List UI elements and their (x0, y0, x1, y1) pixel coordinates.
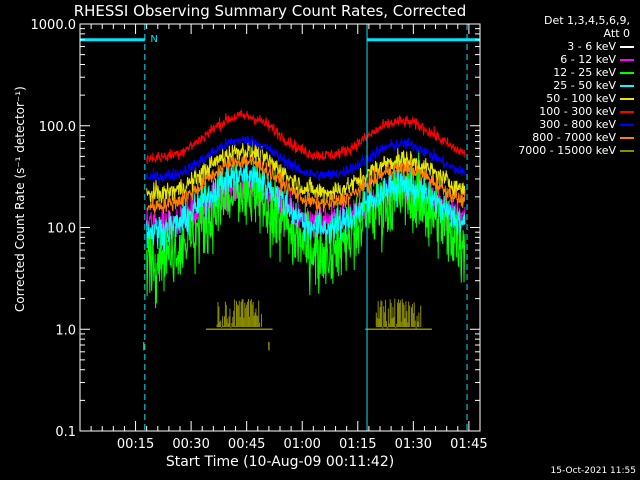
legend-entry: 800 - 7000 keV (488, 131, 638, 144)
legend-entry: 3 - 6 keV (488, 40, 638, 53)
legend-header-detectors: Det 1,3,4,5,6,9, (543, 14, 630, 27)
legend-swatch (620, 45, 634, 48)
series-7000-15000-kev (142, 298, 432, 351)
legend-swatch (620, 71, 634, 74)
legend-entry-label: 50 - 100 keV (546, 92, 616, 105)
series-25-50-kev (146, 161, 466, 252)
legend-entry-label: 3 - 6 keV (567, 40, 616, 53)
legend-entry-label: 100 - 300 keV (539, 105, 616, 118)
series-100-300-kev (146, 109, 466, 165)
legend: Det 1,3,4,5,6,9, Att 0 3 - 6 keV 6 - 12 k… (488, 14, 638, 157)
legend-entry: 7000 - 15000 keV (488, 144, 638, 157)
legend-header-attenuator: Att 0 (603, 27, 630, 40)
legend-swatch (620, 110, 634, 113)
series-800-7000-kev (146, 155, 466, 215)
y-tick-label: 100.0 (39, 120, 76, 135)
legend-entry-label: 25 - 50 keV (553, 79, 616, 92)
x-tick-label: 01:15 (339, 437, 376, 452)
x-axis-label: Start Time (10-Aug-09 00:11:42) (165, 454, 395, 470)
y-tick-label: 1.0 (55, 323, 76, 338)
legend-swatch (620, 123, 634, 126)
y-axis-label: Corrected Count Rate (s⁻¹ detector⁻¹) (13, 86, 27, 312)
y-tick-label: 0.1 (55, 425, 76, 440)
series-300-800-kev (146, 135, 466, 185)
x-tick-label: 01:30 (395, 437, 432, 452)
y-tick-label: 1000.0 (31, 18, 77, 33)
legend-entry: 100 - 300 keV (488, 105, 638, 118)
legend-entry-label: 300 - 800 keV (539, 118, 616, 131)
legend-swatch (620, 97, 634, 100)
legend-swatch (620, 58, 634, 61)
timestamp: 15-Oct-2021 11:55 (550, 466, 636, 476)
legend-entry: 12 - 25 keV (488, 66, 638, 79)
series-layer (142, 109, 466, 351)
x-tick-label: 01:00 (283, 437, 320, 452)
night-label: N (150, 34, 157, 45)
legend-entry-label: 6 - 12 keV (560, 53, 616, 66)
x-tick-label: 00:30 (172, 437, 209, 452)
series-12-25-kev (146, 149, 466, 309)
legend-entry: 25 - 50 keV (488, 79, 638, 92)
legend-entry-label: 12 - 25 keV (553, 66, 616, 79)
x-tick-label: 00:45 (228, 437, 265, 452)
y-tick-label: 10.0 (47, 222, 76, 237)
legend-entry-label: 7000 - 15000 keV (518, 144, 616, 157)
legend-entry: 50 - 100 keV (488, 92, 638, 105)
legend-entry-label: 800 - 7000 keV (532, 131, 616, 144)
legend-swatch (620, 149, 634, 152)
legend-swatch (620, 136, 634, 139)
chart-title: RHESSI Observing Summary Count Rates, Co… (73, 2, 467, 20)
series-50-100-kev (146, 139, 466, 204)
legend-entry: 6 - 12 keV (488, 53, 638, 66)
legend-entry: 300 - 800 keV (488, 118, 638, 131)
x-tick-label: 00:15 (117, 437, 154, 452)
x-tick-label: 01:45 (450, 437, 487, 452)
legend-swatch (620, 84, 634, 87)
